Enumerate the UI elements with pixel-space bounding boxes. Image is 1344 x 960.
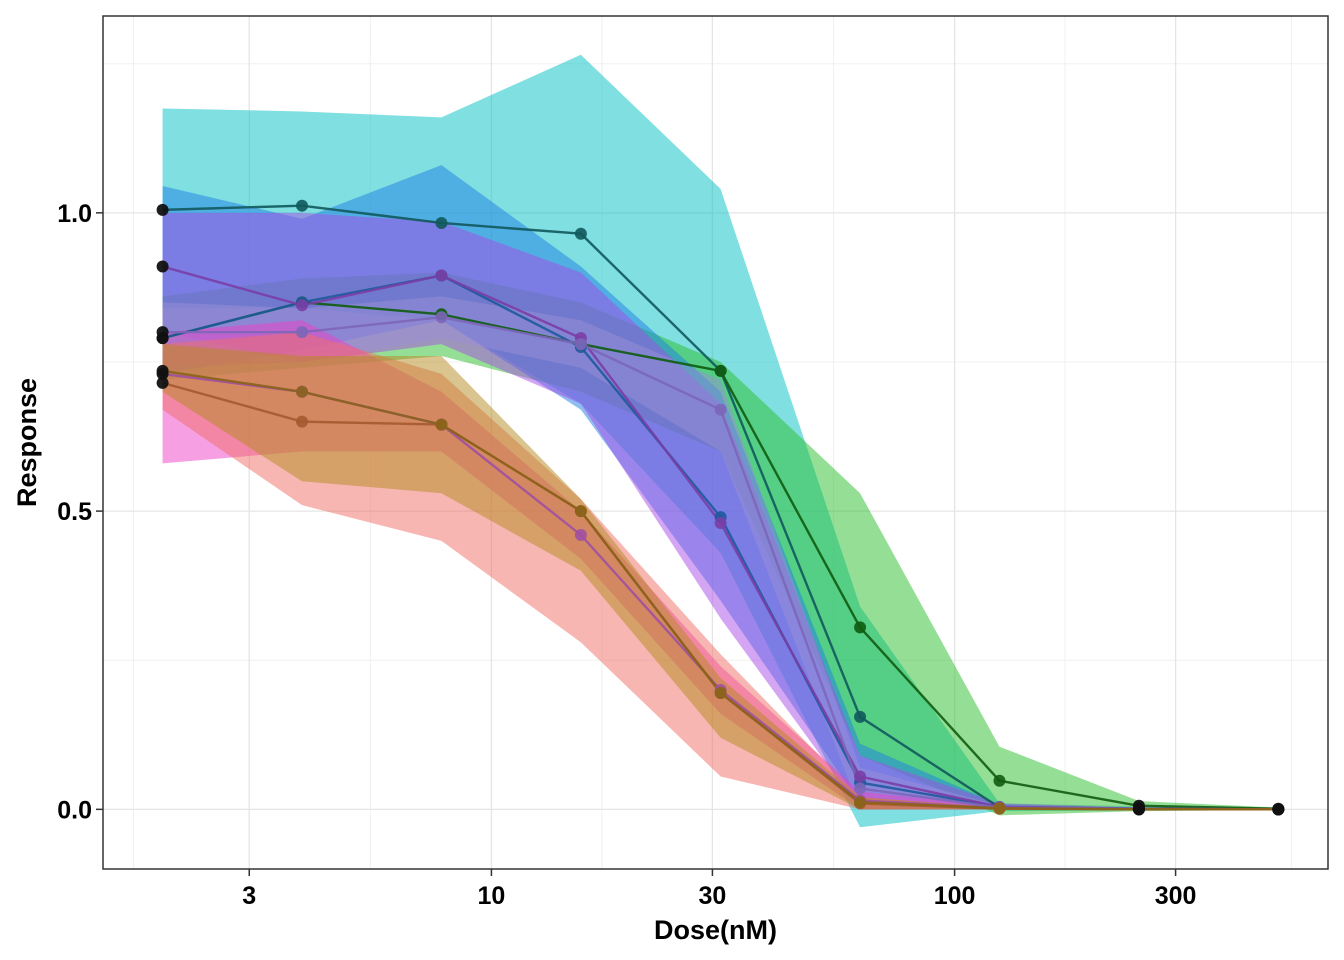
- data-points: [156, 199, 1285, 816]
- data-point-series-8: [854, 796, 867, 809]
- data-point-series-5: [854, 782, 867, 795]
- data-point-series-1: [296, 199, 309, 212]
- confidence-band-series-8: [162, 344, 1279, 810]
- data-point-series-8: [993, 802, 1006, 815]
- x-tick-label: 3: [242, 882, 256, 910]
- data-point-series-4: [714, 517, 727, 530]
- data-point-series-5: [435, 311, 448, 324]
- x-tick-label: 10: [478, 882, 506, 910]
- data-point-series-8: [574, 505, 587, 518]
- data-point-series-5: [714, 403, 727, 416]
- data-point-series-5: [296, 326, 309, 339]
- x-axis: 3 10 30 100 300: [242, 869, 1196, 910]
- data-point-series-5: [156, 326, 169, 339]
- data-point-series-8: [1272, 803, 1285, 816]
- y-tick-label: 0.0: [57, 796, 92, 824]
- data-point-series-5: [574, 338, 587, 351]
- y-tick-label: 1.0: [57, 200, 92, 228]
- data-point-series-2: [993, 774, 1006, 787]
- y-axis: 0.0 0.5 1.0: [57, 200, 103, 824]
- data-point-series-7: [156, 376, 169, 389]
- plot-panel: [102, 15, 1329, 870]
- data-point-series-4: [854, 770, 867, 783]
- data-point-series-8: [156, 364, 169, 377]
- data-point-series-4: [156, 260, 169, 273]
- data-point-series-2: [854, 621, 867, 634]
- data-point-series-1: [435, 216, 448, 229]
- y-tick-label: 0.5: [57, 498, 92, 526]
- x-tick-label: 30: [699, 882, 727, 910]
- x-tick-label: 300: [1155, 882, 1197, 910]
- y-axis-title: Response: [12, 378, 42, 507]
- data-point-series-1: [156, 203, 169, 216]
- x-axis-title: Dose(nM): [654, 915, 777, 945]
- data-point-series-1: [854, 710, 867, 723]
- data-point-series-6: [574, 528, 587, 541]
- x-tick-label: 100: [934, 882, 976, 910]
- data-point-series-8: [1132, 803, 1145, 816]
- data-point-series-8: [435, 418, 448, 431]
- panel-border: [102, 15, 1329, 870]
- data-point-series-2: [714, 364, 727, 377]
- data-point-series-8: [296, 385, 309, 398]
- data-point-series-4: [296, 299, 309, 312]
- data-point-series-1: [574, 227, 587, 240]
- data-point-series-8: [714, 687, 727, 700]
- data-point-series-4: [435, 269, 448, 282]
- data-point-series-7: [296, 415, 309, 428]
